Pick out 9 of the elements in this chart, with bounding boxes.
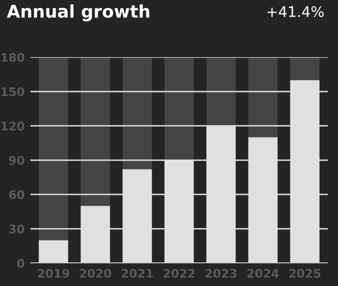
bar <box>206 57 236 126</box>
bar <box>248 57 278 138</box>
bar <box>290 57 320 80</box>
bar <box>164 57 194 160</box>
bar <box>122 57 152 170</box>
chart-title: Annual growth <box>6 4 150 22</box>
text: +41.4% <box>267 6 324 18</box>
bar <box>38 57 68 240</box>
bar <box>80 57 110 206</box>
